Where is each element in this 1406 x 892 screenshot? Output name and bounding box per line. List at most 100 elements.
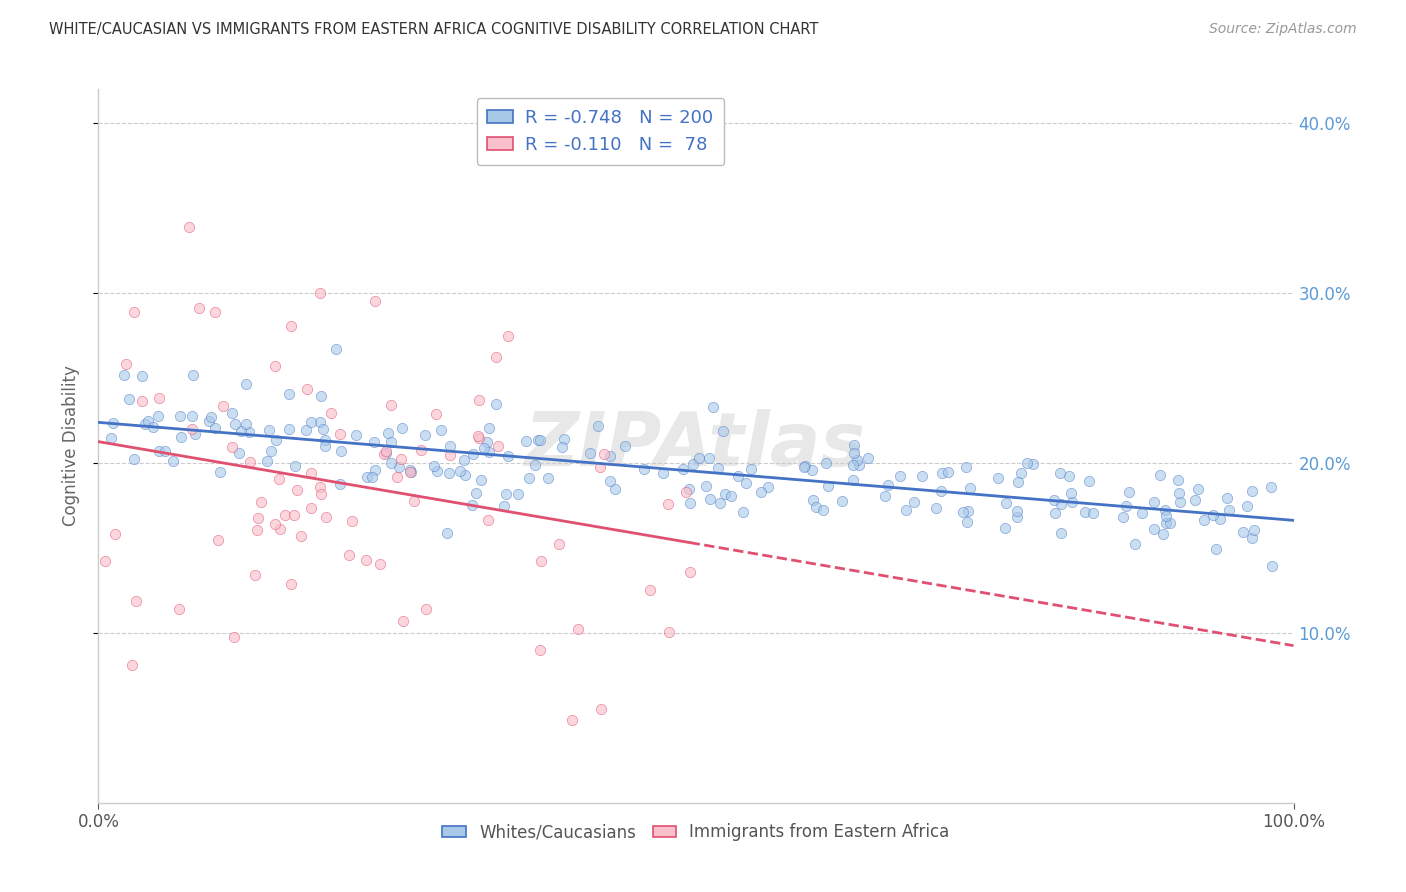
Point <box>792 459 814 474</box>
Point <box>325 342 347 356</box>
Point <box>204 304 226 318</box>
Point <box>1218 503 1240 517</box>
Point <box>1261 558 1284 573</box>
Point <box>377 426 399 441</box>
Point <box>709 496 731 510</box>
Point <box>309 486 332 500</box>
Point <box>801 493 824 508</box>
Point <box>148 391 170 405</box>
Point <box>846 453 869 467</box>
Point <box>118 392 141 406</box>
Point <box>492 499 515 513</box>
Point <box>842 473 865 487</box>
Point <box>1154 516 1177 531</box>
Point <box>181 422 204 436</box>
Point <box>1115 500 1137 514</box>
Point <box>264 517 287 532</box>
Point <box>1202 508 1225 522</box>
Point <box>1062 494 1084 508</box>
Point <box>142 420 165 434</box>
Point <box>94 554 117 568</box>
Point <box>697 450 720 465</box>
Point <box>340 514 363 528</box>
Point <box>478 444 501 458</box>
Point <box>454 468 477 483</box>
Point <box>374 446 396 460</box>
Point <box>125 594 148 608</box>
Point <box>299 416 322 430</box>
Point <box>146 409 169 423</box>
Point <box>959 481 981 495</box>
Point <box>363 435 385 450</box>
Point <box>439 448 461 462</box>
Point <box>315 509 337 524</box>
Point <box>720 489 742 503</box>
Point <box>399 466 422 480</box>
Point <box>758 480 780 494</box>
Point <box>588 418 610 433</box>
Point <box>707 460 730 475</box>
Point <box>679 566 702 580</box>
Point <box>311 389 333 403</box>
Point <box>148 444 170 458</box>
Point <box>290 528 312 542</box>
Point <box>280 319 302 334</box>
Point <box>449 464 471 478</box>
Point <box>373 447 395 461</box>
Point <box>368 557 391 571</box>
Point <box>181 409 204 423</box>
Point <box>1168 495 1191 509</box>
Point <box>679 496 702 510</box>
Point <box>794 459 817 474</box>
Point <box>361 470 384 484</box>
Point <box>402 494 425 508</box>
Point <box>426 464 449 478</box>
Point <box>842 446 865 460</box>
Point <box>364 294 387 309</box>
Point <box>463 447 485 461</box>
Point <box>283 508 305 522</box>
Point <box>735 475 758 490</box>
Point <box>652 467 675 481</box>
Point <box>1154 509 1177 524</box>
Point <box>425 407 447 421</box>
Point <box>184 427 207 442</box>
Point <box>439 439 461 453</box>
Point <box>112 368 135 383</box>
Point <box>605 482 627 496</box>
Point <box>167 602 190 616</box>
Point <box>529 642 551 657</box>
Point <box>1187 482 1209 496</box>
Point <box>527 433 550 447</box>
Point <box>903 494 925 508</box>
Point <box>269 522 291 536</box>
Point <box>465 486 488 500</box>
Point <box>657 497 679 511</box>
Point <box>295 382 318 396</box>
Point <box>1243 523 1265 537</box>
Point <box>1167 473 1189 487</box>
Point <box>688 450 710 465</box>
Point <box>496 329 519 343</box>
Point <box>278 421 301 435</box>
Point <box>235 417 257 432</box>
Point <box>1050 497 1073 511</box>
Point <box>702 400 724 414</box>
Point <box>344 428 367 442</box>
Point <box>188 301 211 315</box>
Point <box>1194 513 1216 527</box>
Point <box>925 500 948 515</box>
Point <box>561 713 583 727</box>
Point <box>678 482 700 496</box>
Point <box>284 459 307 474</box>
Point <box>177 219 200 234</box>
Point <box>239 455 262 469</box>
Point <box>1153 503 1175 517</box>
Point <box>496 449 519 463</box>
Point <box>328 477 350 491</box>
Point <box>547 537 569 551</box>
Point <box>221 440 243 454</box>
Point <box>599 474 621 488</box>
Point <box>517 471 540 485</box>
Point <box>169 409 191 423</box>
